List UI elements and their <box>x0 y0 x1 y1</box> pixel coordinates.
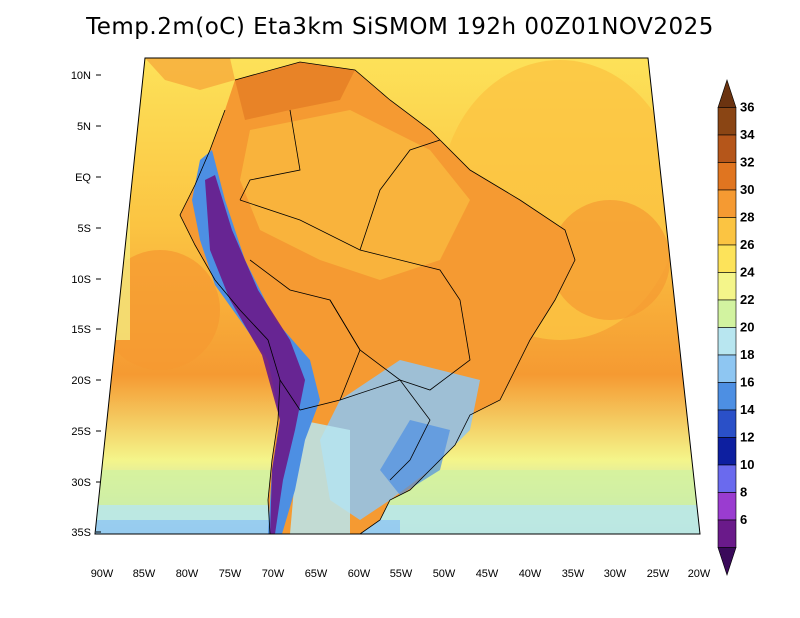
lon-label: 50W <box>433 568 456 580</box>
colorbar-label: 22 <box>740 292 754 307</box>
colorbar-swatch <box>717 464 737 493</box>
colorbar-swatch <box>717 437 737 466</box>
lon-label: 90W <box>91 568 114 580</box>
colorbar-label: 32 <box>740 155 754 170</box>
lon-label: 60W <box>348 568 371 580</box>
lon-label: 45W <box>476 568 499 580</box>
lat-label: 5N <box>77 121 91 133</box>
lon-label: 35W <box>562 568 585 580</box>
lon-label: 40W <box>519 568 542 580</box>
lat-label: EQ <box>75 172 91 184</box>
colorbar-label: 28 <box>740 210 754 225</box>
lon-axis: 90W 85W 80W 75W 70W 65W 60W 55W 50W 45W … <box>91 568 711 580</box>
colorbar: 36 34 32 30 28 26 24 22 20 18 16 14 12 10 8 6 <box>717 79 755 576</box>
colorbar-swatch <box>717 272 737 301</box>
colorbar-swatch <box>717 354 737 383</box>
colorbar-label: 26 <box>740 237 754 252</box>
colorbar-swatch <box>717 327 737 356</box>
lon-label: 25W <box>647 568 670 580</box>
colorbar-swatch <box>717 382 737 411</box>
colorbar-label: 10 <box>740 457 754 472</box>
lat-label: 10S <box>71 274 91 286</box>
colorbar-swatch <box>717 162 737 191</box>
lat-label: 30S <box>71 477 91 489</box>
colorbar-swatch <box>717 519 737 548</box>
colorbar-swatch <box>717 134 737 163</box>
lat-label: 20S <box>71 375 91 387</box>
colorbar-label: 14 <box>740 402 755 417</box>
colorbar-swatch <box>717 189 737 218</box>
lon-label: 30W <box>604 568 627 580</box>
lat-label: 10N <box>71 70 91 82</box>
lat-axis: 10N 5N EQ 5S 10S 15S 20S 25S 30S 35S <box>71 70 101 539</box>
colorbar-label: 30 <box>740 182 754 197</box>
colorbar-label: 34 <box>740 127 755 142</box>
colorbar-swatch <box>717 79 737 108</box>
lat-label: 15S <box>71 324 91 336</box>
colorbar-swatch <box>717 107 737 136</box>
colorbar-swatch <box>717 217 737 246</box>
colorbar-label: 18 <box>740 347 754 362</box>
lon-label: 55W <box>390 568 413 580</box>
colorbar-label: 12 <box>740 430 754 445</box>
lon-label: 85W <box>133 568 156 580</box>
map-title: Temp.2m(oC) Eta3km SiSMOM 192h 00Z01NOV2… <box>86 14 714 40</box>
lon-label: 65W <box>305 568 328 580</box>
lon-label: 75W <box>219 568 242 580</box>
field-shading <box>95 58 700 534</box>
colorbar-swatch <box>717 547 737 576</box>
lon-label: 70W <box>262 568 285 580</box>
colorbar-label: 20 <box>740 320 754 335</box>
colorbar-label: 6 <box>740 512 747 527</box>
lat-label: 25S <box>71 426 91 438</box>
lon-label: 80W <box>176 568 199 580</box>
lon-label: 20W <box>688 568 711 580</box>
colorbar-label: 24 <box>740 265 755 280</box>
colorbar-label: 16 <box>740 375 754 390</box>
colorbar-swatch <box>717 492 737 521</box>
lat-label: 35S <box>71 527 91 539</box>
lat-label: 5S <box>78 223 91 235</box>
domain-border <box>94 57 701 535</box>
colorbar-swatch <box>717 299 737 328</box>
country-borders <box>179 61 576 534</box>
colorbar-swatch <box>717 409 737 438</box>
colorbar-label: 8 <box>740 485 747 500</box>
colorbar-label: 36 <box>740 100 754 115</box>
colorbar-swatch <box>717 244 737 273</box>
